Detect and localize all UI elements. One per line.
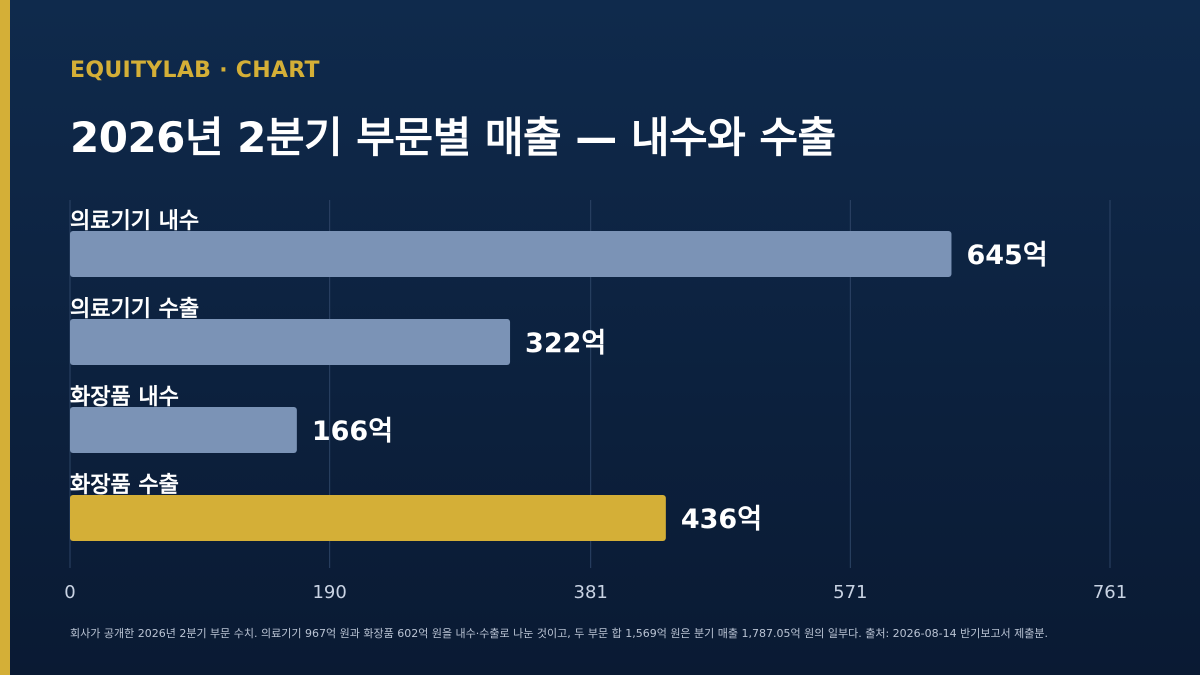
- x-axis-ticks: 0 190 381 571 761: [64, 582, 1127, 603]
- bar: [70, 319, 511, 365]
- bar: [70, 495, 666, 541]
- brand-eyebrow: EQUITYLAB · CHART: [70, 58, 320, 83]
- value-label: 436억: [681, 504, 762, 535]
- category-label: 의료기기 내수: [70, 209, 199, 234]
- x-tick-label: 0: [64, 582, 75, 603]
- accent-strip: [0, 0, 10, 675]
- value-label: 166억: [312, 416, 393, 447]
- chart-title: 2026년 2분기 부문별 매출 — 내수와 수출: [70, 113, 836, 162]
- x-tick-label: 381: [574, 582, 608, 603]
- value-label: 645억: [966, 240, 1047, 271]
- footnote: 회사가 공개한 2026년 2분기 부문 수치. 의료기기 967억 원과 화장…: [70, 627, 1049, 640]
- bar: [70, 231, 952, 277]
- x-tick-label: 761: [1093, 582, 1127, 603]
- category-label: 의료기기 수출: [70, 297, 199, 322]
- x-tick-label: 571: [833, 582, 867, 603]
- bar: [70, 407, 297, 453]
- category-label: 화장품 내수: [70, 385, 179, 410]
- x-tick-label: 190: [312, 582, 346, 603]
- value-label: 322억: [525, 328, 606, 359]
- category-label: 화장품 수출: [70, 473, 179, 498]
